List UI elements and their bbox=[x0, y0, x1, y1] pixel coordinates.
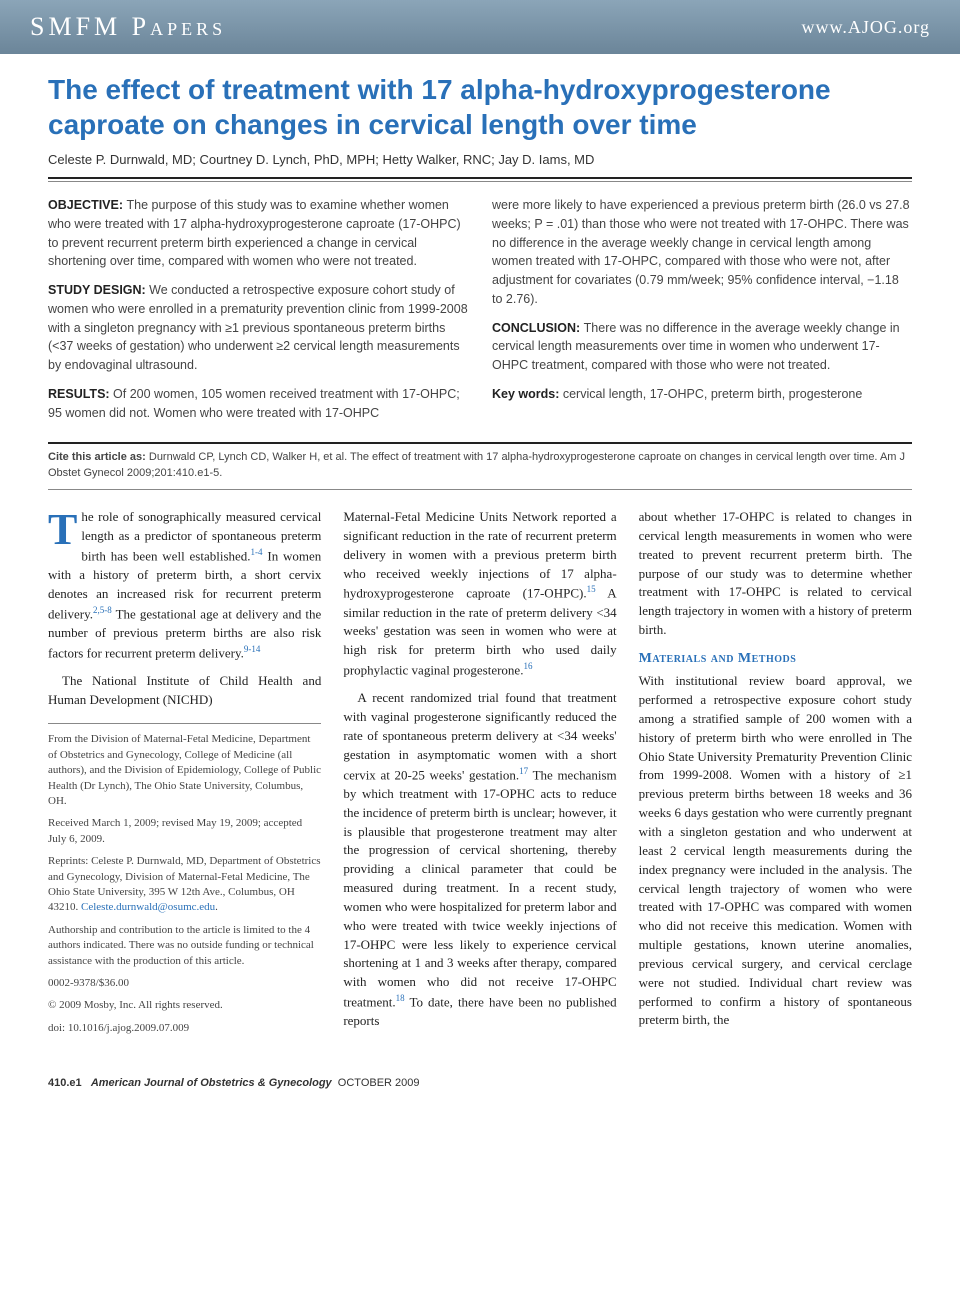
ref-link[interactable]: 9-14 bbox=[244, 644, 261, 654]
abstract: OBJECTIVE: The purpose of this study was… bbox=[48, 196, 912, 442]
p5: about whether 17-OHPC is related to chan… bbox=[639, 508, 912, 640]
body-col-2: Maternal-Fetal Medicine Units Network re… bbox=[343, 508, 616, 1043]
affiliations-box: From the Division of Maternal-Fetal Medi… bbox=[48, 723, 321, 1036]
rule bbox=[48, 181, 912, 182]
affil-authorship: Authorship and contribution to the artic… bbox=[48, 923, 321, 969]
affil-copyright: © 2009 Mosby, Inc. All rights reserved. bbox=[48, 998, 321, 1013]
abstract-left: OBJECTIVE: The purpose of this study was… bbox=[48, 196, 468, 432]
ref-link[interactable]: 18 bbox=[396, 993, 405, 1003]
author-list: Celeste P. Durnwald, MD; Courtney D. Lyn… bbox=[48, 152, 912, 179]
page-number: 410.e1 bbox=[48, 1077, 82, 1089]
corresponding-email[interactable]: Celeste.durnwald@osumc.edu bbox=[81, 901, 215, 913]
ref-link[interactable]: 2,5-8 bbox=[93, 605, 112, 615]
affil-from: From the Division of Maternal-Fetal Medi… bbox=[48, 732, 321, 809]
materials-methods-heading: Materials and Methods bbox=[639, 649, 912, 669]
keywords-text: cervical length, 17-OHPC, preterm birth,… bbox=[563, 387, 862, 401]
rule bbox=[48, 442, 912, 444]
ref-link[interactable]: 15 bbox=[587, 584, 596, 594]
body-col-3: about whether 17-OHPC is related to chan… bbox=[639, 508, 912, 1043]
cite-label: Cite this article as: bbox=[48, 451, 149, 463]
article-title: The effect of treatment with 17 alpha-hy… bbox=[48, 72, 912, 142]
affil-issn: 0002-9378/$36.00 bbox=[48, 976, 321, 991]
p4b: The mechanism by which treatment with 17… bbox=[343, 767, 616, 1009]
keywords-label: Key words: bbox=[492, 387, 563, 401]
page-footer: 410.e1 American Journal of Obstetrics & … bbox=[0, 1067, 960, 1089]
journal-name: American Journal of Obstetrics & Gynecol… bbox=[91, 1077, 332, 1089]
results-text-b: were more likely to have experienced a p… bbox=[492, 198, 910, 306]
design-label: STUDY DESIGN: bbox=[48, 283, 149, 297]
p2: The National Institute of Child Health a… bbox=[48, 673, 321, 707]
issue-date: OCTOBER 2009 bbox=[338, 1077, 420, 1089]
ref-link[interactable]: 16 bbox=[523, 661, 532, 671]
citation-block: Cite this article as: Durnwald CP, Lynch… bbox=[48, 446, 912, 490]
affil-doi: doi: 10.1016/j.ajog.2009.07.009 bbox=[48, 1021, 321, 1036]
affil-dates: Received March 1, 2009; revised May 19, … bbox=[48, 816, 321, 847]
abstract-right: were more likely to have experienced a p… bbox=[492, 196, 912, 432]
objective-label: OBJECTIVE: bbox=[48, 198, 127, 212]
citation-text: Durnwald CP, Lynch CD, Walker H, et al. … bbox=[48, 451, 905, 478]
body-columns: The role of sonographically measured cer… bbox=[48, 508, 912, 1043]
ref-link[interactable]: 1-4 bbox=[251, 547, 263, 557]
journal-site: www.AJOG.org bbox=[802, 17, 931, 38]
results-label: RESULTS: bbox=[48, 387, 113, 401]
dropcap: T bbox=[48, 508, 81, 548]
journal-header: SMFM Papers www.AJOG.org bbox=[0, 0, 960, 54]
conclusion-label: CONCLUSION: bbox=[492, 321, 584, 335]
p3a: Maternal-Fetal Medicine Units Network re… bbox=[343, 509, 616, 601]
body-col-1: The role of sonographically measured cer… bbox=[48, 508, 321, 1043]
p6: With institutional review board approval… bbox=[639, 672, 912, 1030]
section-name: SMFM Papers bbox=[30, 12, 226, 42]
ref-link[interactable]: 17 bbox=[519, 766, 528, 776]
